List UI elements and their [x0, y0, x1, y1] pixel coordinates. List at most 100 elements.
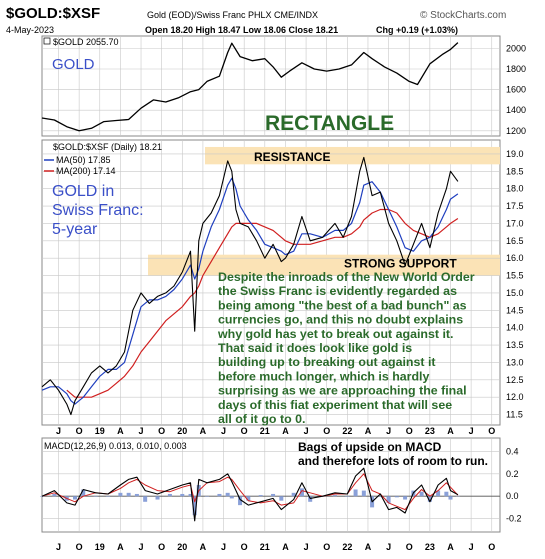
x-tick-label: A	[117, 542, 124, 552]
macd-histogram-bar	[258, 495, 263, 497]
macd-histogram-bar	[386, 496, 391, 503]
gold-chf-legend: $GOLD:$XSF (Daily) 18.21	[53, 142, 162, 152]
macd-histogram-bar	[353, 489, 358, 497]
panel-label-line: 5-year	[52, 221, 98, 238]
x-tick-label: O	[76, 426, 83, 436]
x-tick-label: 19	[95, 426, 105, 436]
x-tick-label: J	[304, 426, 309, 436]
macd-histogram-bar	[126, 492, 131, 497]
commentary-line: why gold has yet to break out against it…	[217, 327, 453, 341]
ma50-line	[41, 177, 459, 405]
x-tick-label: J	[469, 542, 474, 552]
gold-usd-line	[41, 42, 459, 132]
x-tick-label: 19	[95, 542, 105, 552]
macd-histogram-bar	[271, 493, 276, 497]
macd-histogram-bar	[238, 496, 243, 506]
macd-histogram-bar	[192, 496, 197, 516]
macd-histogram-bar	[427, 496, 432, 502]
macd-histogram-bar	[40, 496, 44, 497]
macd-histogram-bar	[419, 491, 424, 497]
x-tick-label: 23	[425, 542, 435, 552]
x-tick-label: O	[488, 542, 495, 552]
x-tick-label: J	[139, 426, 144, 436]
x-tick-label: O	[323, 426, 330, 436]
macd-histogram-bar	[308, 496, 313, 502]
macd-histogram-bar	[332, 495, 337, 497]
macd-histogram-bar	[246, 496, 251, 501]
x-tick-label: A	[117, 426, 124, 436]
brand-logo: © StockCharts.com	[420, 10, 507, 21]
y-tick-label: 12.5	[506, 375, 524, 385]
macd-histogram-bar	[93, 496, 98, 497]
ma200-line	[66, 208, 459, 398]
legend-swatch	[43, 37, 51, 45]
x-tick-label: O	[406, 542, 413, 552]
support-label: STRONG SUPPORT	[344, 257, 457, 271]
y-tick-label: 2000	[506, 43, 526, 53]
commentary-line: being among "the best of a bad bunch" as	[218, 298, 467, 312]
y-tick-label: 18.5	[506, 166, 524, 176]
x-tick-label: O	[241, 542, 248, 552]
x-tick-label: 20	[177, 542, 187, 552]
macd-histogram-bar	[361, 490, 366, 497]
y-tick-label: 1600	[506, 85, 526, 95]
y-tick-label: 0.0	[506, 491, 519, 501]
ma50-legend: MA(50) 17.85	[56, 155, 111, 165]
y-tick-label: -0.2	[506, 514, 522, 524]
y-tick-label: 13.5	[506, 340, 524, 350]
macd-line	[41, 467, 459, 522]
macd-histogram-bar	[229, 496, 234, 499]
commentary-line: That said it does look like gold is	[218, 341, 412, 355]
macd-histogram-bar	[444, 491, 449, 497]
macd-histogram-bar	[167, 493, 172, 497]
macd-histogram-bar	[134, 493, 139, 497]
x-tick-label: A	[447, 426, 454, 436]
change-readout: Chg +0.19 (+1.03%)	[376, 25, 459, 35]
macd-histogram-bar	[279, 496, 284, 501]
ohlc-readout: Open 18.20 High 18.47 Low 18.06 Close 18…	[145, 25, 339, 35]
y-tick-label: 15.5	[506, 271, 524, 281]
macd-signal-line	[41, 473, 459, 511]
x-tick-label: 20	[177, 426, 187, 436]
x-tick-label: J	[221, 542, 226, 552]
y-tick-label: 14.5	[506, 305, 524, 315]
macd-histogram-bar	[225, 492, 230, 497]
x-tick-label: J	[304, 542, 309, 552]
resistance-band	[205, 146, 500, 165]
macd-histogram-bar	[118, 492, 123, 497]
gold-usd-legend: $GOLD 2055.70	[53, 37, 119, 47]
y-tick-label: 17.5	[506, 201, 524, 211]
y-tick-label: 0.4	[506, 446, 519, 456]
x-tick-label: 23	[425, 426, 435, 436]
macd-histogram-bar	[143, 496, 148, 502]
support-band	[148, 254, 500, 276]
x-tick-label: A	[200, 542, 207, 552]
macd-histogram-bar	[378, 496, 383, 497]
commentary-line: Despite the inroads of the New World Ord…	[218, 270, 475, 284]
x-tick-label: J	[469, 426, 474, 436]
x-tick-label: O	[488, 426, 495, 436]
macd-histogram-bar	[299, 488, 304, 497]
macd-histogram-bar	[345, 496, 350, 497]
macd-histogram-bar	[205, 496, 210, 497]
y-tick-label: 14.0	[506, 323, 524, 333]
y-tick-label: 19.0	[506, 149, 524, 159]
y-tick-label: 18.0	[506, 184, 524, 194]
commentary-text: Despite the inroads of the New World Ord…	[217, 270, 475, 426]
x-tick-label: A	[447, 542, 454, 552]
macd-note-line: Bags of upside on MACD	[298, 440, 442, 454]
x-tick-label: J	[56, 542, 61, 552]
x-tick-label: O	[76, 542, 83, 552]
x-tick-label: O	[406, 426, 413, 436]
ma200-legend: MA(200) 17.14	[56, 166, 116, 176]
macd-histogram-bar	[73, 496, 78, 500]
commentary-line: building up to breaking out against it	[218, 355, 436, 369]
x-tick-label: A	[200, 426, 207, 436]
x-tick-label: A	[282, 426, 289, 436]
y-tick-label: 15.0	[506, 288, 524, 298]
x-tick-label: J	[139, 542, 144, 552]
macd-histogram-bar	[448, 496, 453, 500]
x-tick-label: J	[386, 426, 391, 436]
macd-histogram-bar	[291, 492, 296, 497]
